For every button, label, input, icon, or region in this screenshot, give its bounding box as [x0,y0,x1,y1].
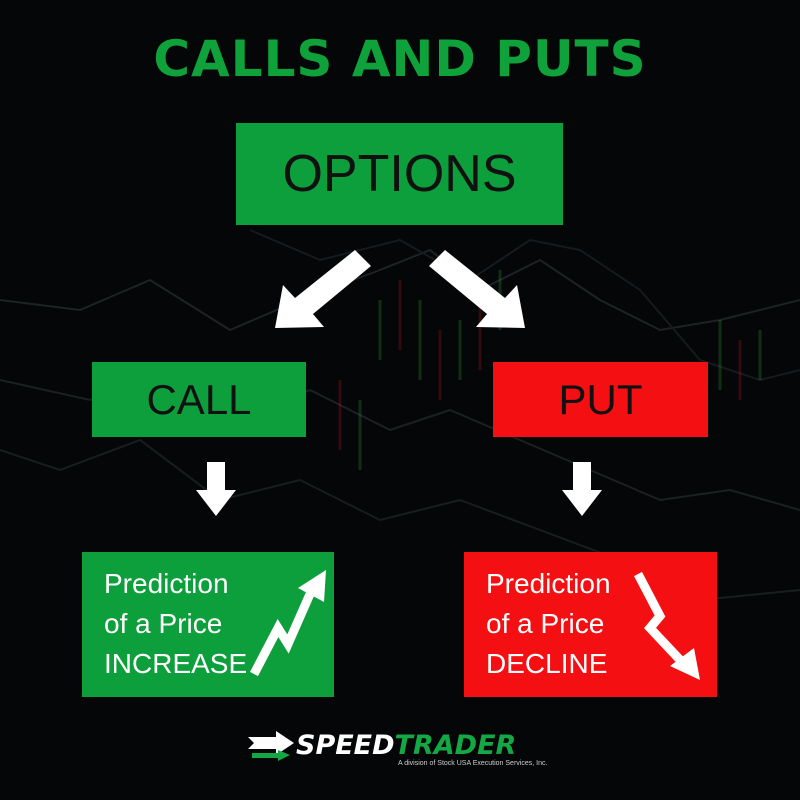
page-title: CALLS AND PUTS [153,30,647,88]
put-prediction-box: Prediction of a Price DECLINE [464,552,717,697]
put-label: PUT [558,375,643,423]
put-prediction-line: Prediction [486,568,611,599]
options-box: OPTIONS [236,123,563,225]
put-box: PUT [493,362,708,437]
call-box: CALL [92,362,306,437]
trend-down-icon [634,571,700,680]
options-label: OPTIONS [282,145,517,203]
logo-trader-text: TRADER [394,730,517,761]
call-prediction-line: of a Price [104,608,223,639]
logo-speed-text: SPEED [296,730,395,761]
call-label: CALL [146,375,252,423]
speedtrader-logo: SPEEDTRADER A division of Stock USA Exec… [248,728,558,778]
call-prediction-box: Prediction of a Price INCREASE [82,552,334,697]
trend-up-icon [250,570,326,677]
logo-wordmark: SPEEDTRADER [296,730,516,761]
speedtrader-logo-icon [248,731,294,761]
put-prediction-line: of a Price [486,608,605,639]
call-prediction-line: Prediction [104,568,229,599]
logo-tagline: A division of Stock USA Execution Servic… [398,760,548,767]
call-prediction-line: INCREASE [104,648,248,679]
put-prediction-line: DECLINE [486,648,608,679]
